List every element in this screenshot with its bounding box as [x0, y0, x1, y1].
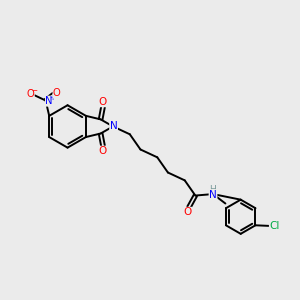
Text: N: N	[209, 190, 217, 200]
Text: O: O	[99, 146, 107, 156]
Text: O: O	[53, 88, 61, 98]
Text: N: N	[45, 96, 53, 106]
Text: +: +	[49, 95, 55, 101]
Text: Cl: Cl	[269, 221, 280, 231]
Text: N: N	[110, 122, 118, 131]
Text: H: H	[210, 184, 217, 194]
Text: O: O	[26, 89, 34, 99]
Text: O: O	[99, 97, 107, 107]
Text: −: −	[31, 88, 37, 94]
Text: O: O	[184, 207, 192, 217]
